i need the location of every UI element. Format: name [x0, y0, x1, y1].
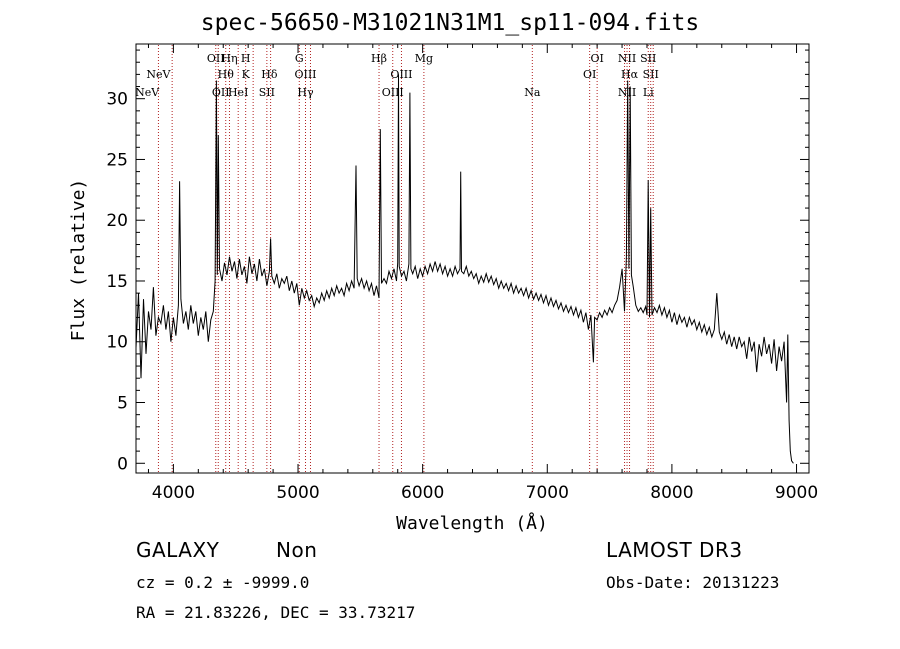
obs-date-text: Obs-Date: 20131223	[606, 573, 780, 592]
marker-label-0-3: G	[295, 52, 304, 65]
marker-label-2-7: NII	[618, 86, 636, 99]
x-tick-label-3: 7000	[526, 483, 569, 503]
marker-label-2-6: Na	[524, 86, 541, 99]
marker-label-0-8: SII	[640, 52, 656, 65]
marker-label-2-3: SII	[259, 86, 275, 99]
marker-label-0-5: Mg	[415, 52, 433, 65]
marker-label-0-4: Hβ	[371, 52, 387, 65]
x-tick-label-1: 5000	[276, 483, 319, 503]
marker-label-1-2: K	[242, 68, 251, 81]
marker-label-2-8: Li	[643, 86, 654, 99]
marker-label-1-7: Hα	[621, 68, 639, 81]
x-tick-label-4: 8000	[650, 483, 693, 503]
plot-frame	[135, 43, 810, 474]
x-tick-label-2: 6000	[401, 483, 444, 503]
y-axis-label: Flux (relative)	[68, 179, 89, 342]
marker-label-2-1: OII	[212, 86, 230, 99]
y-tick-label-2: 10	[106, 333, 128, 353]
subclass-label: Non	[276, 538, 318, 562]
marker-label-2-0: NeV	[135, 86, 160, 99]
radec-text: RA = 21.83226, DEC = 33.73217	[136, 603, 416, 622]
y-tick-label-0: 0	[117, 454, 128, 474]
page-title: spec-56650-M31021N31M1_sp11-094.fits	[200, 10, 700, 36]
marker-label-0-6: OI	[590, 52, 603, 65]
marker-label-2-5: OIII	[382, 86, 404, 99]
marker-label-2-4: Hγ	[297, 86, 314, 99]
y-tick-label-6: 30	[106, 90, 128, 110]
y-tick-label-3: 15	[106, 272, 128, 292]
marker-label-0-2: H	[241, 52, 251, 65]
y-axis-ticks: 0 5 10 15 20 25 30	[106, 49, 809, 474]
marker-label-0-1: Hη	[221, 52, 237, 65]
marker-label-1-6: OI	[583, 68, 596, 81]
x-tick-label-0: 4000	[152, 483, 195, 503]
marker-label-1-3: Hδ	[261, 68, 278, 81]
x-axis-label: Wavelength (Å)	[396, 512, 548, 534]
marker-label-1-8: SII	[643, 68, 659, 81]
survey-label: LAMOST DR3	[606, 538, 743, 562]
marker-label-1-5: OIII	[390, 68, 412, 81]
marker-lines-group	[157, 45, 654, 472]
y-tick-label-5: 25	[106, 150, 128, 170]
x-axis-ticks: 4000 5000 6000 7000 8000 9000	[147, 44, 818, 503]
y-tick-label-1: 5	[117, 394, 128, 414]
marker-label-2-2: HeI	[228, 86, 248, 99]
marker-label-1-4: OIII	[294, 68, 316, 81]
marker-label-1-1: Hθ	[218, 68, 235, 81]
marker-label-1-0: NeV	[146, 68, 171, 81]
x-tick-label-5: 9000	[775, 483, 818, 503]
marker-label-0-0: OII	[207, 52, 225, 65]
spectrum-series-line	[135, 74, 794, 464]
marker-label-0-7: NII	[618, 52, 636, 65]
y-tick-label-4: 20	[106, 211, 128, 231]
cz-text: cz = 0.2 ± -9999.0	[136, 573, 310, 592]
class-label: GALAXY	[136, 538, 220, 562]
